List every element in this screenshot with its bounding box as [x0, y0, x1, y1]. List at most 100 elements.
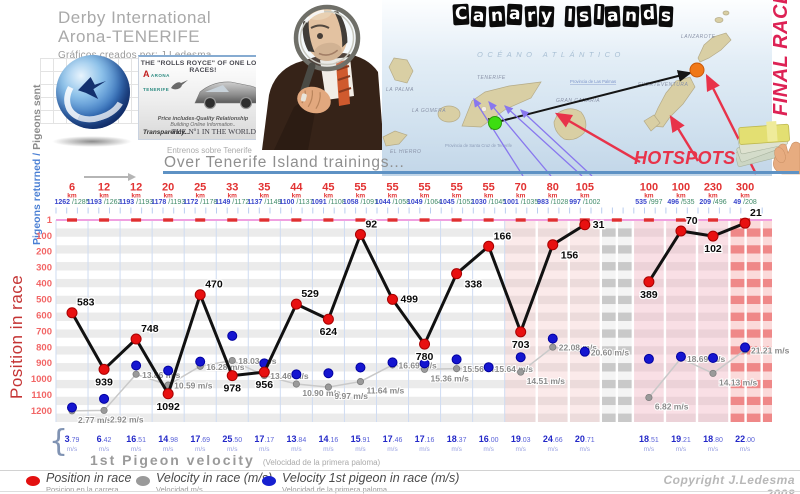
legend-item-race-velocity: Velocity in race (m/s) Velocidad m/s: [136, 471, 273, 494]
page-title: Derby International Arona-TENERIFE Gráfi…: [58, 8, 212, 61]
svg-text:1262 /1285: 1262 /1285: [54, 199, 89, 206]
first-pigeon-velocity-title-row: 1st Pigeon velocity (Velocidad de la pri…: [90, 452, 380, 468]
svg-text:14.16: 14.16: [319, 434, 339, 444]
money-photo: [736, 120, 800, 175]
island-la-gomera: [437, 105, 461, 123]
svg-text:km: km: [388, 193, 398, 200]
svg-text:600: 600: [36, 310, 52, 321]
page-bottom-line: [0, 491, 800, 492]
svg-text:6.82 m/s: 6.82 m/s: [655, 401, 689, 411]
banner-tagline-2: Building Online Information..: [170, 122, 236, 128]
svg-text:m/s: m/s: [548, 446, 559, 453]
trainings-chart: 6km12km12km20km25km33km35km44km45km55km5…: [31, 182, 791, 460]
svg-text:m/s: m/s: [131, 446, 142, 453]
label-province-south: Provincia de Santa Cruz de Tenerife: [445, 143, 513, 148]
svg-text:92: 92: [365, 218, 377, 230]
label-el-hierro: EL HIERRO: [390, 149, 421, 155]
svg-text:km: km: [195, 193, 205, 200]
svg-text:11.64 m/s: 11.64 m/s: [366, 386, 404, 396]
svg-text:10.59 m/s: 10.59 m/s: [174, 381, 213, 391]
svg-text:1045 /1052: 1045 /1052: [439, 199, 474, 206]
loft-logo-letter: A: [143, 69, 150, 79]
banner-transparency: Transparency...: [143, 129, 190, 136]
svg-text:1000: 1000: [31, 374, 52, 385]
legend-sublabel: Posicion en la carrera: [46, 485, 119, 494]
svg-text:km: km: [580, 193, 590, 200]
svg-text:13.84: 13.84: [286, 434, 306, 444]
training-point-arrows: [473, 97, 593, 176]
svg-text:624: 624: [320, 326, 338, 338]
credit-line: Gráficos creados por: J.Ledesma: [58, 50, 212, 61]
svg-text:105: 105: [576, 182, 594, 194]
island-lanzarote: [697, 32, 732, 63]
first-pigeon-legend-dot: [262, 476, 276, 486]
svg-text:km: km: [324, 193, 334, 200]
globe-pigeon-logo: [56, 55, 130, 129]
svg-text:55: 55: [418, 182, 430, 194]
svg-text:15.36 m/s: 15.36 m/s: [431, 373, 470, 383]
legend-label: Velocity 1st pigeon in race (m/s): [282, 471, 460, 485]
page-title-line2: Arona-TENERIFE: [58, 27, 201, 46]
svg-text:km: km: [163, 193, 173, 200]
svg-text:2.77 m/s: 2.77 m/s: [78, 415, 112, 425]
legend-item-first-pigeon-velocity: Velocity 1st pigeon in race (m/s) Veloci…: [262, 471, 460, 494]
svg-text:55: 55: [483, 182, 495, 194]
svg-text:m/s: m/s: [355, 446, 366, 453]
svg-text:m/s: m/s: [99, 446, 110, 453]
position-series: 583 939 748 1092 470 978 956 529 624 92 499 780 338 1…: [66, 206, 763, 414]
svg-text:44: 44: [290, 182, 303, 194]
label-tenerife: TENERIFE: [477, 75, 506, 81]
svg-text:m/s: m/s: [227, 446, 238, 453]
svg-text:45: 45: [322, 182, 334, 194]
svg-text:km: km: [99, 193, 109, 200]
svg-text:km: km: [131, 193, 141, 200]
svg-text:17.46: 17.46: [383, 434, 403, 444]
svg-text:102: 102: [704, 243, 722, 255]
svg-text:20.71: 20.71: [575, 434, 595, 444]
svg-text:1044 /1058: 1044 /1058: [375, 199, 410, 206]
label-lanzarote: LANZAROTE: [681, 34, 716, 40]
svg-text:m/s: m/s: [259, 446, 270, 453]
island-la-palma: [388, 57, 414, 84]
trainings-title-en: Over Tenerife Island trainings...: [164, 154, 405, 171]
velocity-title: 1st Pigeon velocity: [90, 452, 255, 468]
svg-text:55: 55: [386, 182, 398, 194]
svg-text:km: km: [260, 193, 270, 200]
svg-text:1001 /1035: 1001 /1035: [503, 199, 538, 206]
islet-1: [714, 17, 724, 23]
svg-text:100: 100: [672, 182, 690, 194]
svg-text:100: 100: [640, 182, 658, 194]
svg-text:80: 80: [547, 182, 559, 194]
svg-text:16.00: 16.00: [479, 434, 499, 444]
svg-text:m/s: m/s: [387, 446, 398, 453]
svg-text:1172 /1178: 1172 /1178: [183, 199, 217, 206]
svg-text:24.66: 24.66: [543, 434, 563, 444]
svg-text:15.64 m/s: 15.64 m/s: [495, 364, 534, 374]
svg-text:400: 400: [36, 279, 52, 290]
islet-2: [722, 10, 730, 16]
svg-text:1058 /1091: 1058 /1091: [343, 199, 378, 206]
legend-label: Position in race: [46, 471, 132, 485]
svg-text:km: km: [356, 193, 366, 200]
svg-text:49 /208: 49 /208: [733, 199, 756, 206]
svg-text:m/s: m/s: [740, 446, 751, 453]
legend-label: Velocity in race (m/s): [156, 471, 273, 485]
race-velocity-legend-dot: [136, 476, 150, 486]
svg-text:470: 470: [205, 279, 223, 291]
svg-text:m/s: m/s: [323, 446, 334, 453]
label-la-palma: LA PALMA: [386, 87, 414, 93]
svg-text:389: 389: [640, 289, 658, 301]
svg-text:m/s: m/s: [580, 446, 591, 453]
km-header-row: 6km12km12km20km25km33km35km44km45km55km5…: [67, 182, 754, 200]
svg-text:m/s: m/s: [483, 446, 494, 453]
svg-text:17.17: 17.17: [254, 434, 274, 444]
rolls-royce-car-image: [194, 81, 263, 110]
svg-text:16.28 m/s: 16.28 m/s: [206, 362, 245, 372]
loft-logo-line2: TENERIFE: [143, 87, 170, 92]
svg-text:166: 166: [494, 230, 512, 242]
svg-text:15.91: 15.91: [351, 434, 371, 444]
position-one-line: [56, 218, 772, 222]
globe-shadow: [52, 136, 132, 147]
